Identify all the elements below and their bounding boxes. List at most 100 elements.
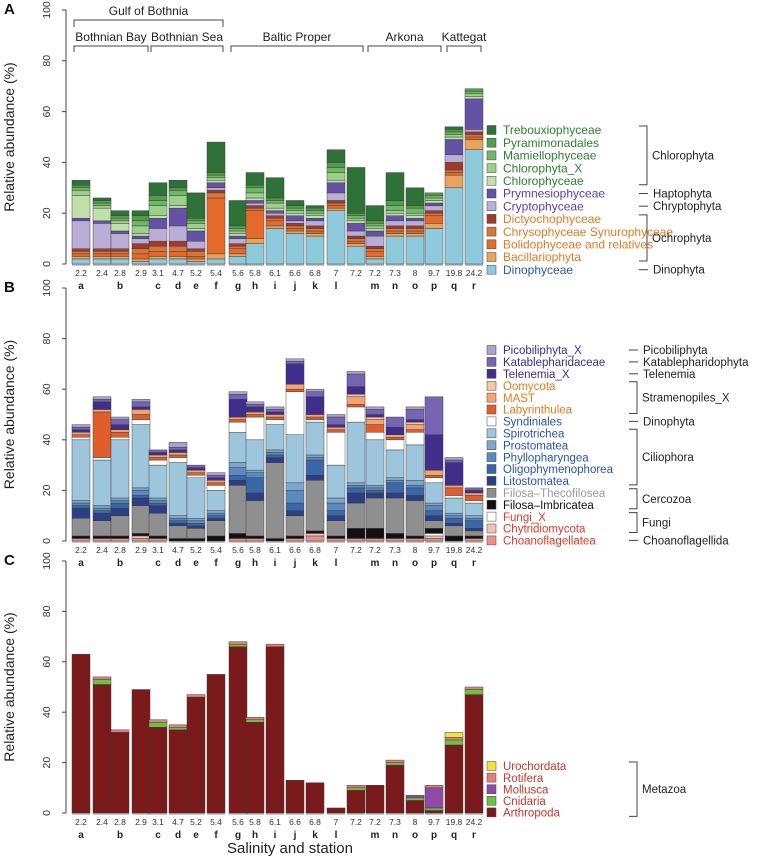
- bar-A-17-chlorophyceae: [405, 215, 425, 219]
- legend-swatch-B-1: [486, 357, 497, 367]
- bar-B-12-picobiliphyta-x: [305, 388, 325, 392]
- station-label-C-5: d: [175, 830, 181, 841]
- category-label-B-1: 2.4: [96, 545, 108, 555]
- bar-B-12-phyllopharyngea: [305, 457, 325, 461]
- bar-C-11-arthropoda: [285, 780, 305, 814]
- bar-A-17-chrysophyceae-synurophyceae: [405, 228, 425, 232]
- bar-A-14-chlorophyceae: [346, 220, 366, 224]
- bar-A-19-chlorophyceae: [444, 136, 464, 140]
- bar-A-17-dinophyceae: [405, 235, 425, 265]
- bar-A-1-chlorophyceae: [92, 207, 112, 222]
- bar-B-11-filosa-thecofilosea: [285, 515, 305, 537]
- y-tick-label-A-5: 100: [41, 1, 53, 19]
- bar-A-7-pyramimonadales: [206, 172, 226, 176]
- bar-B-1-filosa-imbricatea: [92, 535, 112, 539]
- bar-B-17-litostomatea: [405, 495, 425, 501]
- bar-C-4-cnidaria: [148, 722, 168, 728]
- bar-B-6-phyllopharyngea: [186, 520, 206, 524]
- station-label-C-9: h: [252, 830, 258, 841]
- bar-B-7-spirotrichea: [206, 490, 226, 511]
- bar-A-18-chrysophyceae-synurophyceae: [424, 212, 444, 216]
- station-label-C-10: i: [274, 830, 277, 841]
- legend-swatch-C-0: [486, 761, 497, 771]
- bar-B-19-filosa-imbricatea: [444, 535, 464, 542]
- group-label-B-7: Fungi: [642, 518, 671, 530]
- bar-A-10-bolidophyceae-and-relatives: [265, 220, 285, 227]
- bar-A-8-chlorophyceae: [228, 233, 248, 237]
- legend-swatch-A-1: [486, 137, 497, 148]
- bar-A-5-cryptophyceae: [168, 225, 188, 242]
- bar-B-9-phyllopharyngea: [245, 472, 265, 478]
- legend-swatch-A-3: [486, 163, 497, 173]
- bar-C-13-arthropoda: [326, 807, 346, 814]
- bar-A-8-dictyochophyceae: [228, 243, 248, 247]
- bar-A-10-mamiellophyceae: [265, 200, 285, 204]
- bar-A-12-chlorophyta-x: [305, 212, 325, 216]
- y-tick-label-C-0: 0: [41, 810, 53, 816]
- legend-label-B-3: Oomycota: [503, 381, 556, 393]
- bar-B-14-mast: [346, 396, 366, 405]
- bar-B-7-filosa-imbricatea: [206, 535, 226, 542]
- bar-A-6-mamiellophyceae: [186, 220, 206, 224]
- bar-A-18-dictyochophyceae: [424, 210, 444, 214]
- region-label-3: Baltic Proper: [263, 30, 332, 44]
- bar-A-11-cryptophyceae: [285, 220, 305, 224]
- category-label-C-7: 5.4: [210, 817, 222, 827]
- bar-A-4-pyramimonadales: [148, 195, 168, 201]
- bar-A-13-chlorophyta-x: [326, 172, 346, 181]
- bar-C-18-cnidaria: [424, 807, 444, 811]
- bar-B-12-telenemia-x: [305, 396, 325, 415]
- station-label-B-9: h: [252, 558, 258, 569]
- bar-B-19-prostomatea: [444, 512, 464, 516]
- legend-label-A-9: Bolidophyceae and relatives: [503, 238, 653, 252]
- bar-B-14-spirotrichea: [346, 421, 366, 484]
- category-label-A-7: 5.4: [210, 268, 222, 278]
- category-label-C-16: 7.3: [389, 817, 401, 827]
- y-tick-label-A-2: 40: [41, 156, 53, 168]
- bar-A-4-bolidophyceae-and-relatives: [148, 251, 168, 257]
- group-label-B-1: Katablepharidophyta: [643, 357, 749, 369]
- bar-B-8-spirotrichea: [228, 431, 248, 463]
- y-tick-label-B-3: 60: [41, 383, 53, 395]
- bar-A-14-cryptophyceae: [346, 230, 366, 237]
- bar-B-8-labyrinthulea: [228, 419, 248, 423]
- bar-A-11-dictyochophyceae: [285, 223, 305, 227]
- bar-B-4-prostomatea: [148, 497, 168, 501]
- bar-C-0-arthropoda: [71, 654, 91, 814]
- bar-A-17-cryptophyceae: [405, 220, 425, 227]
- bar-B-8-katablepharidaceae: [228, 394, 248, 400]
- bar-C-16-rotifera: [385, 759, 405, 763]
- station-label-B-2: b: [117, 558, 123, 569]
- bar-B-1-litostomatea: [92, 512, 112, 521]
- bar-B-13-filosa-thecofilosea: [326, 520, 346, 537]
- bar-A-7-bacillariophyta: [206, 253, 226, 260]
- bar-A-7-prymnesiophyceae: [206, 182, 226, 189]
- bar-C-19-cnidaria: [444, 739, 464, 746]
- bar-B-14-choanoflagellatea: [346, 538, 366, 542]
- bar-A-10-dinophyceae: [265, 228, 285, 265]
- bar-B-3-phyllopharyngea: [131, 490, 151, 496]
- bar-A-5-bacillariophyta: [168, 256, 188, 260]
- legend-swatch-A-8: [486, 226, 497, 237]
- bar-B-9-katablepharidaceae: [245, 404, 265, 408]
- legend-label-A-7: Dictyochophyceae: [503, 212, 601, 226]
- station-label-A-19: q: [451, 281, 457, 292]
- category-label-B-9: 5.8: [249, 545, 261, 555]
- bar-B-3-labyrinthulea: [131, 414, 151, 420]
- bar-A-12-chlorophyceae: [305, 215, 325, 219]
- bar-A-5-chlorophyta-x: [168, 195, 188, 206]
- station-label-C-19: q: [451, 830, 457, 841]
- bar-A-5-prymnesiophyceae: [168, 207, 188, 227]
- category-label-B-2: 2.8: [114, 545, 126, 555]
- bar-A-8-bacillariophyta: [228, 253, 248, 257]
- panel-letter-C: C: [4, 552, 15, 569]
- bar-B-11-syndiniales: [285, 391, 305, 435]
- group-bracket-B-5: [629, 428, 638, 486]
- bar-B-8-choanoflagellatea: [228, 538, 248, 542]
- bar-B-15-oligophymenophorea: [365, 490, 385, 494]
- bar-B-7-mast: [206, 480, 226, 484]
- bar-B-5-picobiliphyta-x: [168, 442, 188, 448]
- bar-B-14-oligophymenophorea: [346, 487, 366, 494]
- legend-label-A-6: Cryptophyceae: [503, 199, 584, 213]
- bar-B-5-filosa-thecofilosea: [168, 525, 188, 539]
